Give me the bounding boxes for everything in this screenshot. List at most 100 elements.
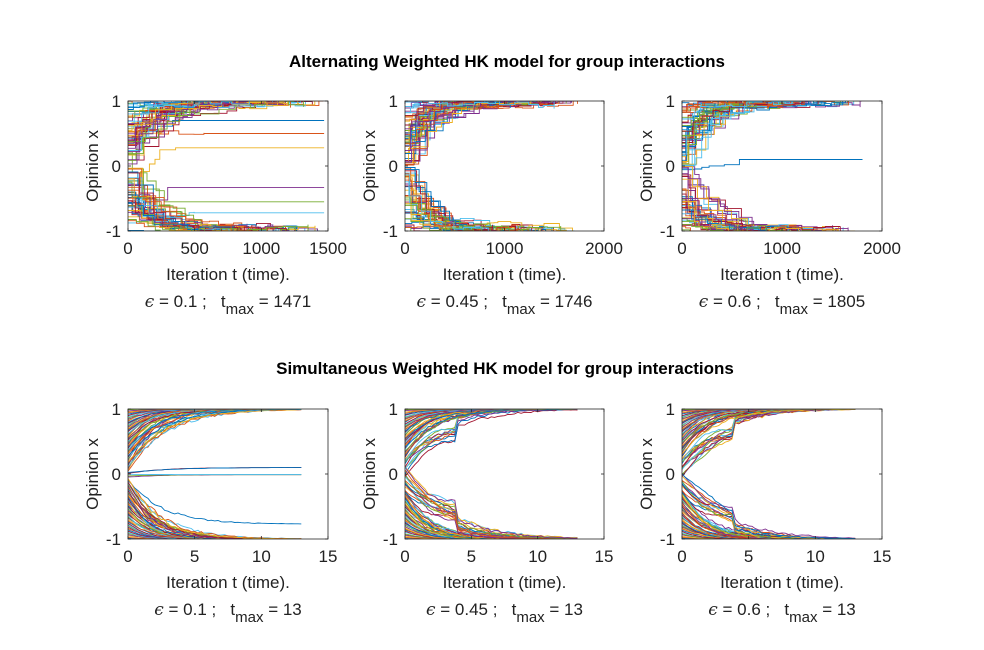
epsilon-value: = 0.1 ; t <box>164 600 236 619</box>
x-tick-label: 500 <box>180 239 208 258</box>
x-tick-label: 1000 <box>242 239 280 258</box>
series-line-61 <box>682 101 842 118</box>
x-tick-label: 2000 <box>585 239 623 258</box>
x-tick-label: 2000 <box>863 239 901 258</box>
series-line-41 <box>405 101 570 107</box>
tmax-value: = 1805 <box>808 292 865 311</box>
series-line-78 <box>128 101 313 110</box>
series-line-66 <box>682 178 779 231</box>
x-tick-label: 5 <box>467 547 476 566</box>
y-tick-label: 1 <box>666 92 675 111</box>
epsilon-symbol: ϵ <box>417 292 427 312</box>
x-axis-label: Iteration t (time). <box>166 573 290 592</box>
series-line-81 <box>682 167 822 231</box>
parameter-caption: ϵ = 0.6 ; tmax = 1805 <box>699 292 865 318</box>
series-line-90 <box>682 101 837 120</box>
series-line-65 <box>128 409 302 464</box>
series-line-11 <box>128 526 302 539</box>
y-tick-label: -1 <box>383 530 398 549</box>
series-line-74 <box>405 101 573 152</box>
y-axis-label: Opinion x <box>83 438 102 510</box>
y-tick-label: 1 <box>389 92 398 111</box>
y-tick-label: -1 <box>660 222 675 241</box>
y-axis-label: Opinion x <box>83 130 102 202</box>
x-axis-label: Iteration t (time). <box>443 573 567 592</box>
series-line-83 <box>682 101 801 166</box>
y-tick-label: 0 <box>666 465 675 484</box>
series-line-106 <box>405 409 578 416</box>
y-tick-label: 1 <box>666 400 675 419</box>
series-line-71 <box>682 101 846 127</box>
x-tick-label: 1000 <box>763 239 801 258</box>
epsilon-symbol: ϵ <box>699 292 709 312</box>
epsilon-value: = 0.45 ; t <box>436 600 517 619</box>
series-line-88 <box>682 197 821 231</box>
series-line-7 <box>682 530 856 539</box>
series-line-86 <box>128 189 260 231</box>
series-line-51 <box>405 173 483 231</box>
epsilon-symbol: ϵ <box>145 292 155 312</box>
series-line-88 <box>405 101 574 163</box>
y-tick-label: -1 <box>106 222 121 241</box>
parameter-caption: ϵ = 0.1 ; tmax = 1471 <box>145 292 311 318</box>
x-tick-label: 0 <box>400 547 409 566</box>
series-line-21 <box>128 101 323 161</box>
series-line-56 <box>682 176 792 231</box>
x-tick-label: 0 <box>677 239 686 258</box>
series-line-44 <box>682 226 815 231</box>
series-line-37 <box>682 101 796 113</box>
plot-area <box>405 409 604 539</box>
series-line-73 <box>682 165 817 231</box>
x-tick-label: 10 <box>252 547 271 566</box>
series-line-46 <box>405 183 542 231</box>
series-line-62 <box>682 101 849 167</box>
x-tick-label: 5 <box>190 547 199 566</box>
tmax-value: = 1471 <box>254 292 311 311</box>
x-tick-label: 0 <box>123 239 132 258</box>
y-tick-label: 0 <box>112 465 121 484</box>
epsilon-value: = 0.1 ; t <box>154 292 226 311</box>
series-line-52 <box>128 478 302 539</box>
tmax-subscript: max <box>226 301 255 318</box>
epsilon-symbol: ϵ <box>154 600 164 620</box>
series-line-87 <box>682 189 772 231</box>
y-axis-label: Opinion x <box>360 438 379 510</box>
series-line-76 <box>682 213 820 231</box>
epsilon-value: = 0.6 ; t <box>718 600 790 619</box>
series-line-1 <box>682 159 863 171</box>
parameter-caption: ϵ = 0.45 ; tmax = 13 <box>426 600 583 626</box>
x-tick-label: 0 <box>400 239 409 258</box>
series-line-57 <box>682 473 856 539</box>
tmax-value: = 13 <box>263 600 301 619</box>
series-line-84 <box>128 172 260 231</box>
parameter-caption: ϵ = 0.1 ; tmax = 13 <box>154 600 302 626</box>
x-tick-label: 1500 <box>309 239 347 258</box>
y-tick-label: 1 <box>112 400 121 419</box>
y-tick-label: -1 <box>383 222 398 241</box>
x-axis-label: Iteration t (time). <box>720 573 844 592</box>
series-line-89 <box>405 205 468 231</box>
series-line-89 <box>682 223 825 231</box>
y-axis-label: Opinion x <box>360 130 379 202</box>
x-tick-label: 1000 <box>486 239 524 258</box>
x-tick-label: 15 <box>595 547 614 566</box>
x-axis-label: Iteration t (time). <box>443 265 567 284</box>
x-tick-label: 5 <box>744 547 753 566</box>
series-line-90 <box>128 101 302 115</box>
epsilon-symbol: ϵ <box>426 600 436 620</box>
series-line-65 <box>405 101 530 121</box>
y-axis-label: Opinion x <box>637 438 656 510</box>
y-tick-label: 0 <box>666 157 675 176</box>
bottom-section-title: Simultaneous Weighted HK model for group… <box>276 359 734 378</box>
y-tick-label: 0 <box>112 157 121 176</box>
series-line-70 <box>128 101 303 125</box>
series-line-60 <box>405 466 578 539</box>
epsilon-value: = 0.45 ; t <box>426 292 507 311</box>
x-tick-label: 0 <box>677 547 686 566</box>
series-line-78 <box>405 167 575 231</box>
series-line-3 <box>128 147 325 186</box>
series-line-37 <box>405 167 486 231</box>
